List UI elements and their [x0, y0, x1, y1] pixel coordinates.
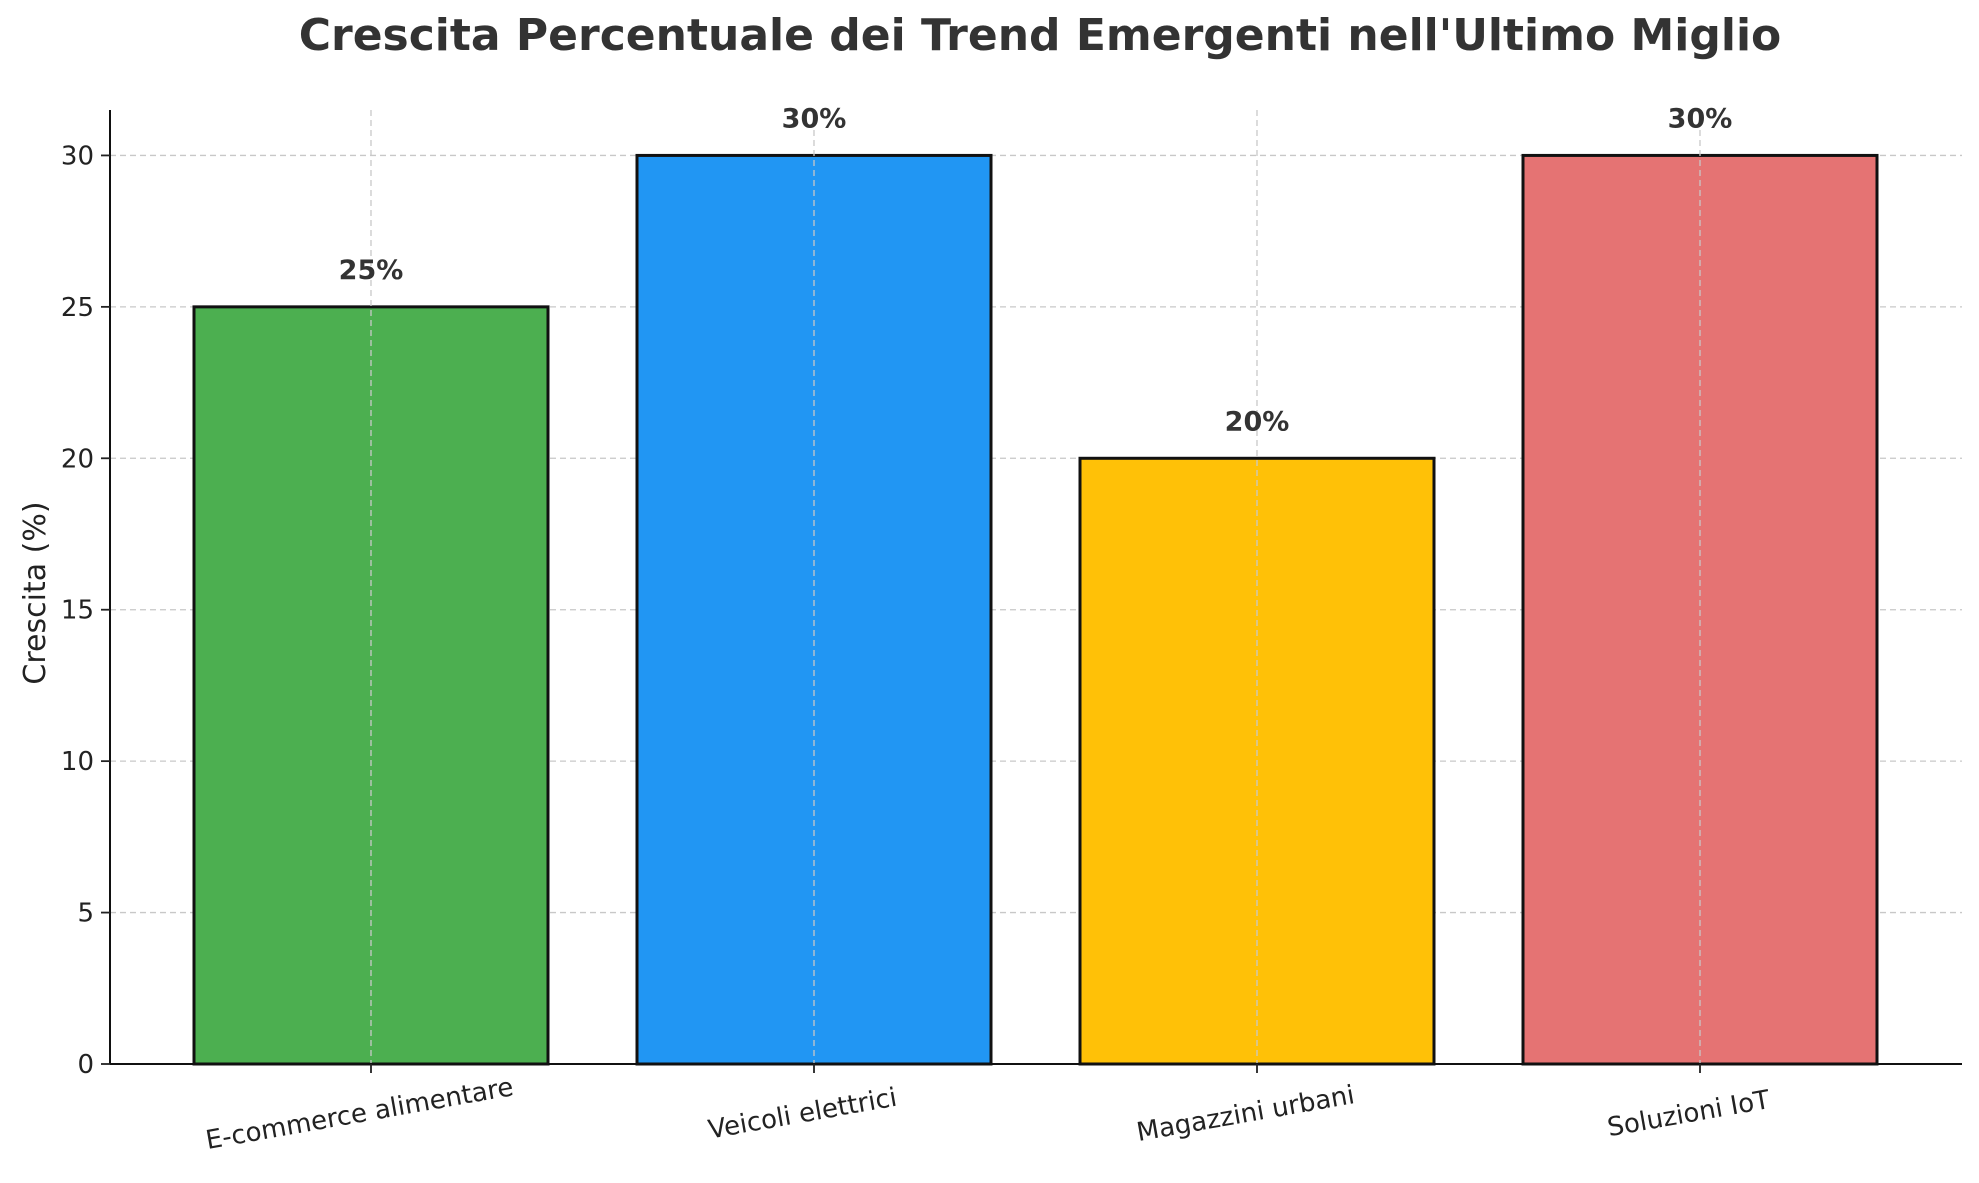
y-tick-label: 25 [61, 293, 94, 323]
y-axis-label: Crescita (%) [18, 501, 53, 684]
bar-value-label: 20% [1225, 406, 1290, 437]
chart-title: Crescita Percentuale dei Trend Emergenti… [299, 10, 1782, 61]
bar-value-label: 30% [782, 103, 847, 134]
x-tick-label: Veicoli elettrici [706, 1083, 899, 1146]
x-tick-label: Magazzini urbani [1134, 1080, 1356, 1148]
y-tick-label: 30 [61, 141, 94, 171]
bar-value-label: 30% [1668, 103, 1733, 134]
x-tick-label: E-commerce alimentare [203, 1072, 515, 1156]
x-tick-label: Soluzioni IoT [1605, 1085, 1772, 1143]
bars [192, 153, 1879, 1066]
y-tick-label: 10 [61, 747, 94, 777]
x-ticks: E-commerce alimentare Veicoli elettrici Ma… [203, 1064, 1772, 1156]
value-labels: 25% 30% 20% 30% [339, 103, 1733, 437]
y-tick-label: 20 [61, 444, 94, 474]
y-tick-label: 15 [61, 596, 94, 626]
bar-value-label: 25% [339, 255, 404, 286]
y-tick-label: 0 [77, 1050, 94, 1080]
y-tick-label: 5 [77, 899, 94, 929]
axes [109, 110, 1962, 1065]
y-ticks: 0 5 10 15 20 25 30 [61, 141, 110, 1080]
